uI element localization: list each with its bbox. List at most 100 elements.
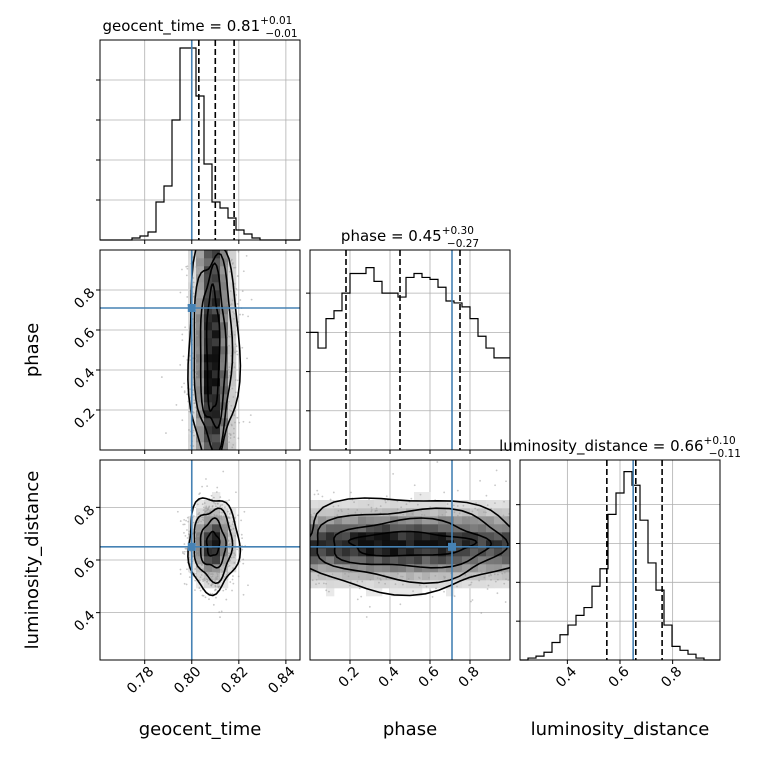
density-cell (486, 556, 495, 565)
title-phase: phase = 0.45+0.30 −0.27 (341, 225, 479, 250)
density-cell (422, 540, 431, 549)
subplot-phase-vs-geocent-time (100, 250, 300, 450)
histogram-luminosity-distance (520, 471, 720, 661)
sample-point (175, 404, 178, 406)
density-cell (374, 516, 383, 525)
density-cell (462, 556, 471, 565)
density-cell (430, 540, 439, 549)
sample-point (232, 528, 235, 530)
density-cell (366, 580, 375, 589)
density-cell (318, 508, 327, 517)
sample-point (230, 258, 233, 261)
density-cell (374, 500, 383, 509)
density-cell (204, 410, 213, 419)
density-cell (350, 564, 359, 573)
sample-point (229, 304, 232, 307)
sample-point (215, 491, 218, 493)
sample-point (179, 568, 182, 571)
sample-point (311, 579, 314, 582)
density-cell (478, 508, 487, 517)
density-cell (228, 556, 237, 565)
sample-point (240, 519, 243, 522)
density-cell (204, 354, 213, 363)
sample-point (196, 420, 199, 423)
sample-point (186, 516, 189, 519)
density-cell (358, 500, 367, 509)
density-cell (334, 572, 343, 581)
density-cell (196, 250, 205, 259)
density-cell (486, 532, 495, 541)
sample-point (192, 429, 195, 432)
sample-point (225, 559, 228, 562)
sample-point (356, 509, 359, 511)
sample-point (218, 611, 221, 614)
sample-point (233, 414, 236, 416)
sample-point (241, 313, 244, 316)
density-cell (462, 524, 471, 533)
sample-point (231, 387, 234, 390)
sample-point (200, 574, 203, 576)
sample-point (401, 575, 404, 578)
sample-point (242, 420, 245, 423)
density-cell (228, 370, 237, 379)
density-cell (462, 572, 471, 581)
sample-point (195, 357, 198, 360)
sample-point (489, 573, 492, 576)
sample-point (407, 577, 410, 580)
density-cell (204, 418, 213, 427)
density-cell (382, 508, 391, 517)
density-cell (204, 346, 213, 355)
sample-point (230, 423, 233, 426)
sample-point (236, 416, 239, 419)
sample-point (235, 491, 237, 494)
density-cell (470, 564, 479, 573)
sample-point (197, 263, 200, 266)
sample-point (233, 312, 236, 315)
truth-marker (187, 542, 196, 551)
sample-point (232, 396, 235, 398)
sample-point (198, 511, 201, 514)
sample-point (204, 510, 207, 513)
sample-point (410, 497, 413, 500)
sample-point (183, 391, 186, 394)
sample-point (235, 350, 238, 353)
sample-point (317, 493, 320, 496)
sample-point (181, 419, 184, 422)
sample-point (233, 556, 235, 559)
density-cell (422, 548, 431, 557)
sample-point (231, 299, 234, 302)
density-cell (390, 500, 399, 509)
density-cell (326, 524, 335, 533)
density-cell (228, 314, 237, 323)
density-cell (220, 346, 229, 355)
sample-point (204, 515, 207, 518)
sample-point (185, 265, 188, 268)
x-tick-label-luminosity-distance: 0.4 (553, 664, 580, 691)
sample-point (185, 547, 188, 550)
density-cell (310, 572, 319, 581)
density-cell (350, 532, 359, 541)
density-cell (220, 580, 229, 589)
sample-point (479, 479, 481, 482)
density-cell (342, 548, 351, 557)
density-cell (228, 434, 237, 443)
sample-point (229, 290, 232, 292)
sample-point (228, 374, 231, 377)
sample-point (196, 380, 199, 382)
sample-point (216, 502, 219, 505)
density-cell (422, 580, 431, 589)
sample-point (182, 355, 185, 358)
sample-point (226, 435, 229, 438)
sample-point (412, 590, 414, 593)
sample-point (225, 264, 228, 267)
sample-point (337, 504, 340, 507)
density-cell (494, 508, 503, 517)
sample-point (344, 572, 346, 575)
sample-point (340, 510, 343, 513)
sample-point (370, 510, 373, 513)
density-cell (414, 564, 423, 573)
sample-point (241, 346, 244, 349)
density-cell (406, 572, 415, 581)
sample-point (496, 573, 499, 576)
sample-point (490, 579, 492, 581)
